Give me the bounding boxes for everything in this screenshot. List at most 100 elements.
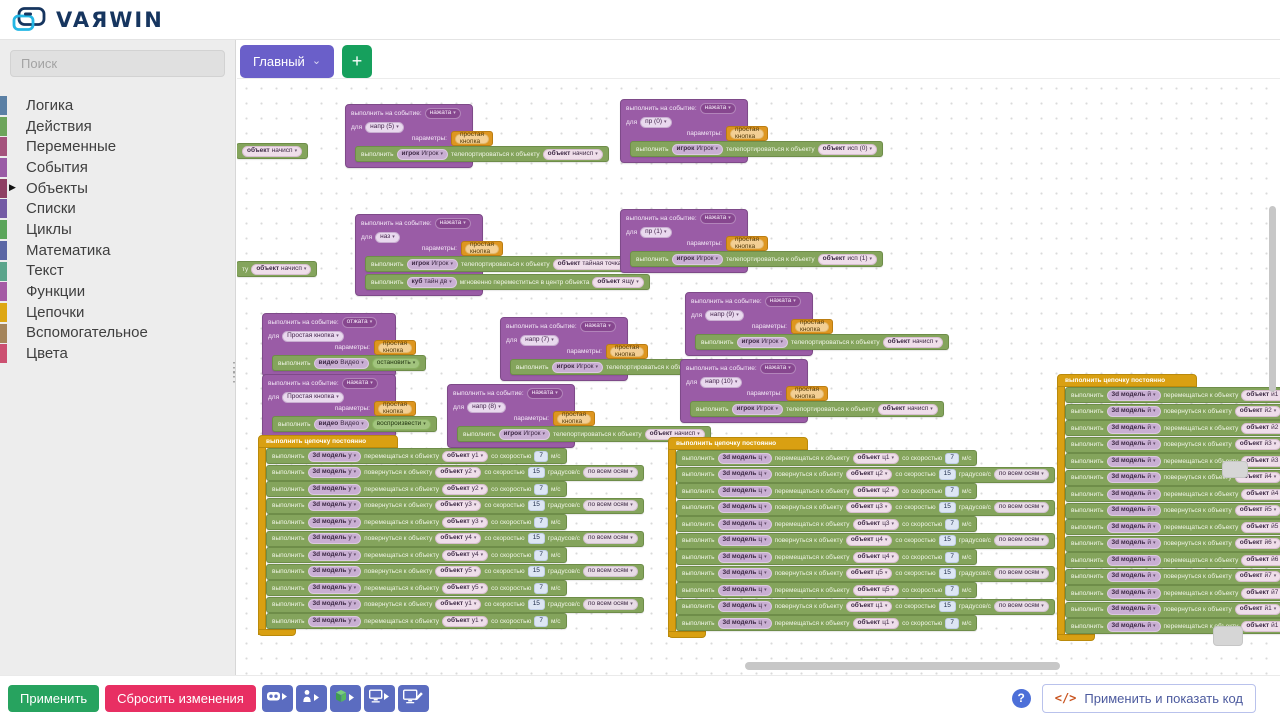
workspace-canvas[interactable]: Главный ⌄ + объект начисп ▾ ту объект начисп ▾… [237, 40, 1280, 675]
parameter-block[interactable]: простая кнопка [786, 386, 829, 401]
axes-field[interactable]: по всем осям ▾ [582, 599, 638, 610]
action-block[interactable]: выполнить 3d модель у ▾ повернуться к объект… [266, 596, 644, 613]
workspace-control[interactable] [1222, 461, 1248, 478]
parameter-field[interactable]: простая кнопка [455, 131, 490, 144]
actor-field[interactable]: 3d модель ц ▾ [717, 551, 772, 563]
object-field[interactable]: объект у3 ▾ [442, 516, 489, 528]
axes-field[interactable]: по всем осям ▾ [582, 566, 638, 577]
action-block[interactable]: выполнить 3d модель й ▾ повернуться к объект… [1065, 568, 1280, 585]
actor-field[interactable]: 3d модель у ▾ [307, 450, 362, 462]
actor-field[interactable]: игрок Игрок ▾ [731, 403, 784, 415]
actor-field[interactable]: игрок Игрок ▾ [671, 143, 724, 155]
actor-field[interactable]: 3d модель й ▾ [1106, 620, 1161, 632]
chain-header[interactable]: выполнить цепочку постоянно [1057, 374, 1197, 387]
action-block-fragment[interactable]: ту объект начисп ▾ [237, 261, 318, 277]
speed-field[interactable]: 7 [945, 485, 959, 497]
sidebar-item-11[interactable]: Вспомогательное [0, 323, 235, 344]
speed-field[interactable]: 15 [938, 568, 956, 579]
speed-field[interactable]: 15 [938, 502, 956, 513]
speed-field[interactable]: 15 [938, 601, 956, 612]
actor-field[interactable]: 3d модель й ▾ [1106, 587, 1161, 599]
actor-field[interactable]: 3d модель й ▾ [1106, 538, 1161, 549]
parameter-block[interactable]: простая кнопка [606, 344, 649, 359]
action-block[interactable]: выполнить 3d модель ц ▾ перемещаться к объек… [676, 516, 978, 532]
action-block[interactable]: выполнить 3d модель й ▾ перемещаться к объек… [1065, 387, 1280, 403]
action-block[interactable]: выполнить игрок Игрок ▾ телепортироваться к … [355, 146, 609, 162]
target-dropdown-field[interactable]: напр (8) ▾ [467, 401, 506, 413]
actor-field[interactable]: игрок Игрок ▾ [671, 253, 724, 265]
axes-field[interactable]: по всем осям ▾ [993, 535, 1049, 546]
event-dropdown-field[interactable]: нажата ▾ [434, 218, 471, 229]
speed-field[interactable]: 15 [527, 533, 545, 544]
action-block[interactable]: выполнить игрок Игрок ▾ телепортироваться к … [630, 141, 884, 157]
action-block[interactable]: выполнить 3d модель у ▾ перемещаться к объек… [266, 481, 567, 497]
action-block[interactable]: выполнить 3d модель й ▾ повернуться к объект… [1065, 535, 1280, 552]
target-dropdown-field[interactable]: наз ▾ [375, 231, 400, 243]
action-block[interactable]: выполнить 3d модель ц ▾ перемещаться к объек… [676, 549, 978, 565]
actor-field[interactable]: игрок Игрок ▾ [736, 336, 789, 348]
action-block[interactable]: выполнить 3d модель й ▾ повернуться к объект… [1065, 436, 1280, 453]
action-block[interactable]: выполнить 3d модель ц ▾ повернуться к объект… [676, 565, 1055, 582]
action-block[interactable]: выполнить 3d модель й ▾ перемещаться к объек… [1065, 486, 1280, 502]
object-field[interactable]: объект у5 ▾ [442, 582, 489, 594]
action-block[interactable]: выполнить видео Видео ▾ воспроизвести ▾ [272, 416, 437, 432]
actor-field[interactable]: игрок Игрок ▾ [406, 258, 459, 270]
object-field[interactable]: объект ц3 ▾ [845, 502, 893, 513]
actor-field[interactable]: 3d модель й ▾ [1106, 604, 1161, 615]
workspace-control[interactable] [1213, 626, 1243, 646]
event-dropdown-field[interactable]: нажата ▾ [759, 363, 796, 374]
help-icon[interactable]: ? [1011, 688, 1031, 708]
object-field[interactable]: объект ящу ▾ [592, 276, 644, 288]
parameter-block[interactable]: простая кнопка [374, 401, 417, 416]
event-dropdown-field[interactable]: нажата ▾ [699, 103, 736, 114]
actor-field[interactable]: 3d модель ц ▾ [717, 535, 772, 546]
action-block[interactable]: выполнить 3d модель у ▾ перемещаться к объек… [266, 448, 567, 464]
speed-field[interactable]: 7 [534, 582, 548, 594]
speed-field[interactable]: 15 [527, 566, 545, 577]
action-block[interactable]: выполнить 3d модель ц ▾ повернуться к объект… [676, 532, 1055, 549]
action-block[interactable]: выполнить 3d модель у ▾ перемещаться к объек… [266, 613, 567, 629]
object-field[interactable]: объект у4 ▾ [442, 549, 489, 561]
object-field[interactable]: объект у1 ▾ [435, 599, 482, 610]
vertical-scrollbar[interactable] [1269, 206, 1276, 392]
actor-field[interactable]: 3d модель ц ▾ [717, 617, 772, 629]
object-field[interactable]: объект исп (0) ▾ [817, 143, 878, 155]
actor-field[interactable]: видео Видео ▾ [313, 418, 369, 430]
actor-field[interactable]: 3d модель ц ▾ [717, 502, 772, 513]
actor-field[interactable]: 3d модель ц ▾ [717, 485, 772, 497]
sidebar-item-0[interactable]: Логика [0, 95, 235, 116]
parameter-block[interactable]: простая кнопка [726, 236, 769, 251]
actor-field[interactable]: 3d модель у ▾ [307, 615, 362, 627]
object-field[interactable]: объект у2 ▾ [435, 467, 482, 478]
action-block[interactable]: выполнить 3d модель у ▾ перемещаться к объек… [266, 547, 567, 563]
object-field[interactable]: объект ц4 ▾ [845, 535, 893, 546]
event-dropdown-field[interactable]: нажата ▾ [699, 213, 736, 224]
action-block[interactable]: выполнить игрок Игрок ▾ телепортироваться к … [630, 251, 884, 267]
object-field[interactable]: объект у2 ▾ [442, 483, 489, 495]
actor-field[interactable]: 3d модель ц ▾ [717, 584, 772, 596]
parameter-block[interactable]: простая кнопка [461, 241, 504, 256]
apply-show-code-button[interactable]: </> Применить и показать код [1041, 683, 1256, 713]
action-block[interactable]: выполнить 3d модель й ▾ повернуться к объект… [1065, 601, 1280, 618]
actor-field[interactable]: 3d модель й ▾ [1106, 455, 1161, 467]
actor-field[interactable]: куб тайн дв ▾ [406, 276, 457, 288]
actor-field[interactable]: 3d модель у ▾ [307, 582, 362, 594]
actor-field[interactable]: 3d модель у ▾ [307, 549, 362, 561]
object-field[interactable]: объект у1 ▾ [442, 450, 489, 462]
action-dropdown-field[interactable]: воспроизвести ▾ [371, 418, 431, 430]
actor-field[interactable]: 3d модель у ▾ [307, 467, 362, 478]
actor-field[interactable]: игрок Игрок ▾ [396, 148, 449, 160]
actor-field[interactable]: 3d модель у ▾ [307, 599, 362, 610]
axes-field[interactable]: по всем осям ▾ [993, 469, 1049, 480]
speed-field[interactable]: 15 [938, 535, 956, 546]
speed-field[interactable]: 7 [945, 584, 959, 596]
flyout-resize-handle[interactable]: ⋮ ⋮ [227, 359, 241, 384]
